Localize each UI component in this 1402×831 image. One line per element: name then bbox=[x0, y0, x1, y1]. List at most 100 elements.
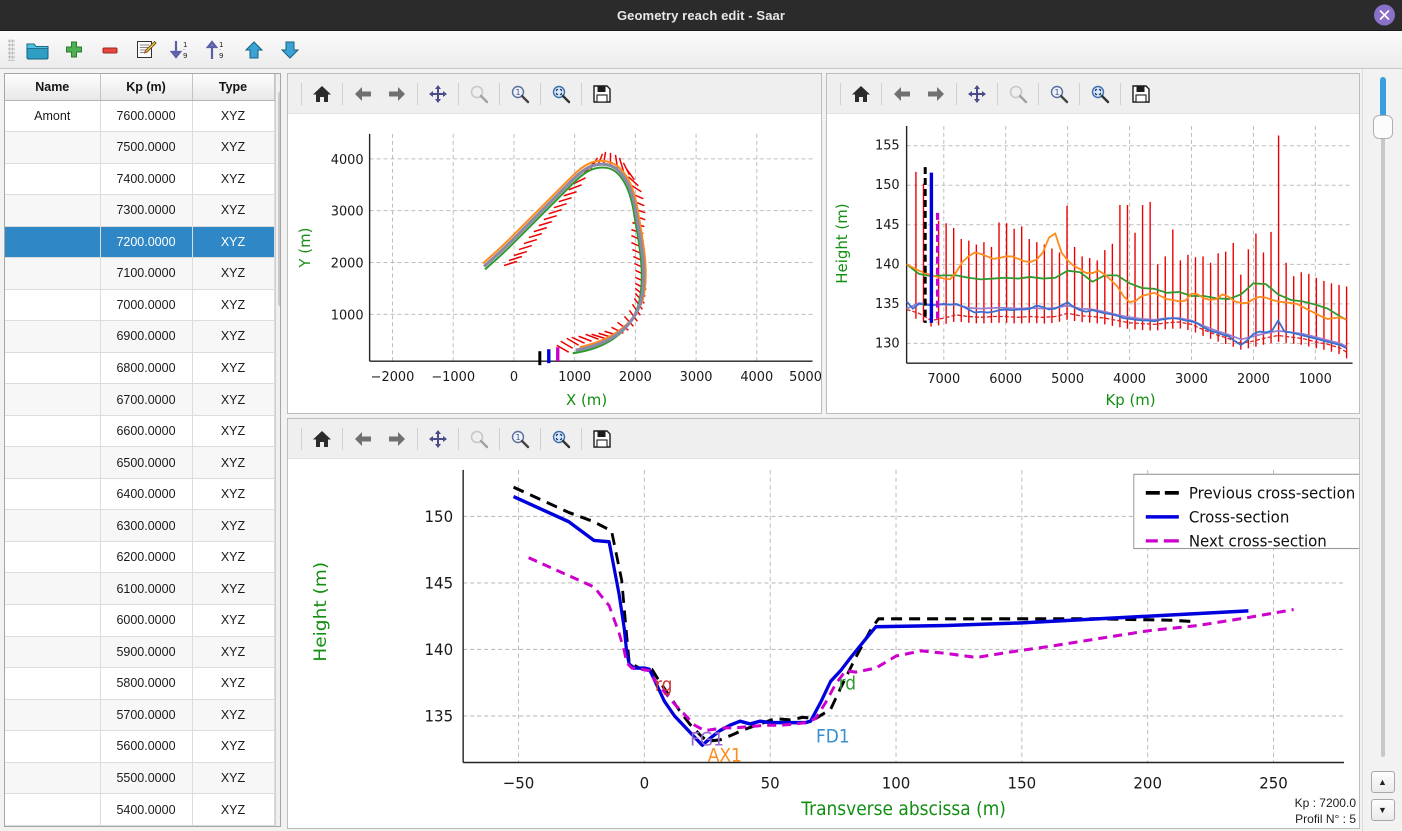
table-row[interactable]: 5800.0000 XYZ bbox=[5, 667, 275, 700]
cell-kp[interactable]: 5900.0000 bbox=[100, 636, 193, 669]
cell-name[interactable] bbox=[5, 383, 101, 416]
cell-type[interactable]: XYZ bbox=[192, 762, 275, 795]
forward-arrow-icon[interactable] bbox=[919, 79, 953, 109]
table-row[interactable]: 7000.0000 XYZ bbox=[5, 289, 275, 322]
table-row[interactable]: 6900.0000 XYZ bbox=[5, 320, 275, 353]
cell-kp[interactable]: 6700.0000 bbox=[100, 383, 193, 416]
longitudinal-profile-plot[interactable]: 7000 6000 5000 4000 3000 2000 1000 130 135 140 145… bbox=[826, 114, 1359, 413]
sort-ascending-icon[interactable]: 1 · 9 bbox=[201, 35, 235, 65]
table-row[interactable]: 6500.0000 XYZ bbox=[5, 446, 275, 479]
move-down-icon[interactable] bbox=[273, 35, 307, 65]
step-up-button[interactable]: ▲ bbox=[1370, 771, 1395, 793]
cell-type[interactable]: XYZ bbox=[192, 163, 275, 196]
slider-knob[interactable] bbox=[1372, 115, 1393, 139]
cell-name[interactable] bbox=[5, 636, 101, 669]
table-vertical-scrollbar[interactable]: ▲ ▼ bbox=[274, 74, 280, 826]
cell-name[interactable] bbox=[5, 478, 101, 511]
back-arrow-icon[interactable] bbox=[885, 79, 919, 109]
cell-type[interactable]: XYZ bbox=[192, 730, 275, 763]
table-row[interactable]: 6600.0000 XYZ bbox=[5, 415, 275, 448]
table-row[interactable]: 7500.0000 XYZ bbox=[5, 131, 275, 164]
home-icon[interactable] bbox=[305, 79, 339, 109]
cell-name[interactable] bbox=[5, 667, 101, 700]
table-row[interactable]: 5500.0000 XYZ bbox=[5, 762, 275, 795]
cell-type[interactable]: XYZ bbox=[192, 699, 275, 732]
cell-type[interactable]: XYZ bbox=[192, 446, 275, 479]
cell-type[interactable]: XYZ bbox=[192, 636, 275, 669]
cell-type[interactable]: XYZ bbox=[192, 100, 275, 133]
profile-slider[interactable] bbox=[1372, 77, 1393, 757]
cell-type[interactable]: XYZ bbox=[192, 509, 275, 542]
add-icon[interactable] bbox=[57, 35, 91, 65]
scroll-down-icon[interactable]: ▼ bbox=[276, 811, 280, 825]
table-row[interactable]: 6200.0000 XYZ bbox=[5, 541, 275, 574]
table-row[interactable]: 6700.0000 XYZ bbox=[5, 383, 275, 416]
subplot-config-icon[interactable]: 1 bbox=[503, 79, 537, 109]
cell-name[interactable] bbox=[5, 509, 101, 542]
cross-section-plot[interactable]: rg FG1 AX1 FD1 rd −50 0 50 100 150 200 250 135 140 14… bbox=[288, 459, 1359, 828]
table-row[interactable]: 7300.0000 XYZ bbox=[5, 194, 275, 227]
cell-name[interactable] bbox=[5, 604, 101, 637]
cell-type[interactable]: XYZ bbox=[192, 257, 275, 290]
cell-kp[interactable]: 5700.0000 bbox=[100, 699, 193, 732]
cell-name[interactable] bbox=[5, 572, 101, 605]
table-row[interactable]: 6400.0000 XYZ bbox=[5, 478, 275, 511]
table-row[interactable]: 6300.0000 XYZ bbox=[5, 509, 275, 542]
cell-name[interactable] bbox=[5, 289, 101, 322]
home-icon[interactable] bbox=[305, 424, 339, 454]
cell-name[interactable] bbox=[5, 163, 101, 196]
cell-type[interactable]: XYZ bbox=[192, 541, 275, 574]
forward-arrow-icon[interactable] bbox=[380, 79, 414, 109]
table-row[interactable]: 6000.0000 XYZ bbox=[5, 604, 275, 637]
cell-kp[interactable]: 6800.0000 bbox=[100, 352, 193, 385]
move-up-icon[interactable] bbox=[237, 35, 271, 65]
cell-name[interactable] bbox=[5, 415, 101, 448]
cell-name[interactable] bbox=[5, 226, 101, 259]
cell-kp[interactable]: 6900.0000 bbox=[100, 320, 193, 353]
zoom-icon[interactable] bbox=[1001, 79, 1035, 109]
cell-type[interactable]: XYZ bbox=[192, 131, 275, 164]
column-header-kp[interactable]: Kp (m) bbox=[100, 74, 193, 101]
cell-kp[interactable]: 5400.0000 bbox=[100, 793, 193, 826]
table-row[interactable]: 5600.0000 XYZ bbox=[5, 730, 275, 763]
pan-icon[interactable] bbox=[960, 79, 994, 109]
cell-name[interactable] bbox=[5, 762, 101, 795]
cell-type[interactable]: XYZ bbox=[192, 572, 275, 605]
cell-kp[interactable]: 5600.0000 bbox=[100, 730, 193, 763]
cell-kp[interactable]: 6000.0000 bbox=[100, 604, 193, 637]
back-arrow-icon[interactable] bbox=[346, 424, 380, 454]
cell-kp[interactable]: 7200.0000 bbox=[100, 226, 193, 259]
cell-type[interactable]: XYZ bbox=[192, 667, 275, 700]
cell-name[interactable] bbox=[5, 446, 101, 479]
back-arrow-icon[interactable] bbox=[346, 79, 380, 109]
cell-kp[interactable]: 7100.0000 bbox=[100, 257, 193, 290]
scroll-up-icon[interactable]: ▲ bbox=[276, 74, 280, 88]
cell-kp[interactable]: 6100.0000 bbox=[100, 572, 193, 605]
save-icon[interactable] bbox=[585, 424, 619, 454]
cell-name[interactable] bbox=[5, 541, 101, 574]
zoom-icon[interactable] bbox=[462, 424, 496, 454]
table-row[interactable]: Amont 7600.0000 XYZ bbox=[5, 100, 275, 133]
cell-name[interactable] bbox=[5, 730, 101, 763]
table-row[interactable]: 6800.0000 XYZ bbox=[5, 352, 275, 385]
table-row[interactable]: 7200.0000 XYZ bbox=[5, 226, 275, 259]
cell-kp[interactable]: 7000.0000 bbox=[100, 289, 193, 322]
column-header-type[interactable]: Type bbox=[192, 74, 275, 101]
cell-name[interactable] bbox=[5, 320, 101, 353]
forward-arrow-icon[interactable] bbox=[380, 424, 414, 454]
zoom-icon[interactable] bbox=[462, 79, 496, 109]
cell-kp[interactable]: 6300.0000 bbox=[100, 509, 193, 542]
sort-descending-icon[interactable]: 1 · 9 bbox=[165, 35, 199, 65]
pan-icon[interactable] bbox=[421, 424, 455, 454]
edit-note-icon[interactable] bbox=[129, 35, 163, 65]
zoom-rect-icon[interactable] bbox=[544, 424, 578, 454]
cell-name[interactable] bbox=[5, 793, 101, 826]
table-row[interactable]: 5400.0000 XYZ bbox=[5, 793, 275, 826]
cell-kp[interactable]: 7500.0000 bbox=[100, 131, 193, 164]
cell-kp[interactable]: 6200.0000 bbox=[100, 541, 193, 574]
cell-kp[interactable]: 6500.0000 bbox=[100, 446, 193, 479]
table-row[interactable]: 7100.0000 XYZ bbox=[5, 257, 275, 290]
table-row[interactable]: 6100.0000 XYZ bbox=[5, 572, 275, 605]
cell-kp[interactable]: 7400.0000 bbox=[100, 163, 193, 196]
remove-icon[interactable] bbox=[93, 35, 127, 65]
